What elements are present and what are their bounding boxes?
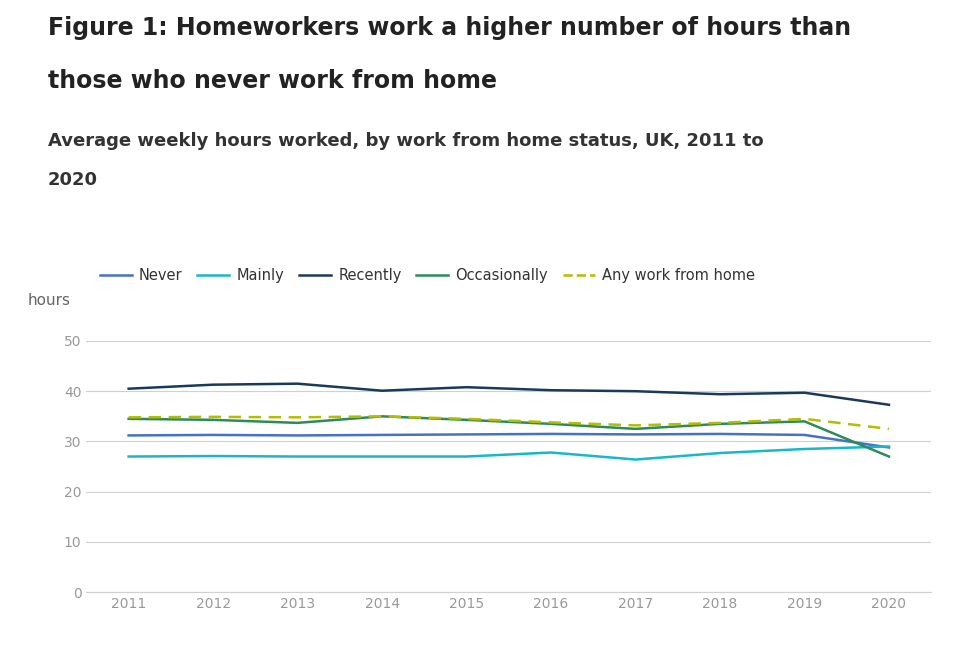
Text: Average weekly hours worked, by work from home status, UK, 2011 to: Average weekly hours worked, by work fro… [48, 132, 763, 149]
Legend: Never, Mainly, Recently, Occasionally, Any work from home: Never, Mainly, Recently, Occasionally, A… [94, 263, 761, 289]
Text: those who never work from home: those who never work from home [48, 69, 497, 93]
Text: Figure 1: Homeworkers work a higher number of hours than: Figure 1: Homeworkers work a higher numb… [48, 16, 852, 40]
Text: hours: hours [27, 293, 70, 307]
Text: 2020: 2020 [48, 171, 98, 189]
